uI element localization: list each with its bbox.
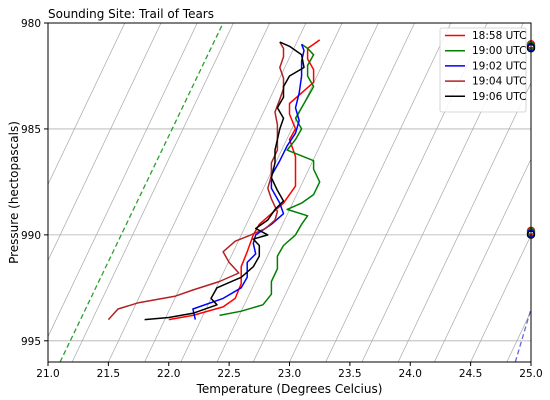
- x-tick-label: 22.5: [217, 368, 240, 380]
- legend-box: [439, 27, 527, 113]
- legend-label: 19:06 UTC: [472, 91, 526, 103]
- isotherm-line: [108, 23, 271, 362]
- x-tick-label: 24.5: [459, 368, 482, 380]
- x-tick-label: 21.0: [36, 368, 59, 380]
- isotherm-line: [48, 23, 162, 262]
- series-line: [192, 43, 305, 320]
- isotherm-line: [216, 23, 379, 362]
- reference-line: [514, 308, 531, 362]
- legend-label: 19:02 UTC: [472, 60, 526, 72]
- x-tick-label: 23.0: [278, 368, 301, 380]
- x-tick-label: 24.0: [399, 368, 422, 380]
- isotherm-line: [434, 158, 531, 362]
- legend-label: 19:04 UTC: [472, 76, 526, 88]
- legend-label: 19:00 UTC: [472, 45, 526, 57]
- series-line: [144, 41, 305, 321]
- isotherm-line: [252, 23, 415, 362]
- reference-line: [59, 23, 224, 362]
- isotherm-line: [71, 23, 234, 362]
- y-tick-label: 995: [21, 336, 41, 348]
- chart-title: Sounding Site: Trail of Tears: [48, 7, 214, 21]
- x-tick-label: 22.0: [157, 368, 180, 380]
- y-ticks: 980 985 990 995: [21, 18, 48, 348]
- series-line: [168, 39, 321, 321]
- legend: 18:58 UTC 19:00 UTC 19:02 UTC 19:04 UTC 19:0…: [439, 27, 527, 113]
- isotherm-line: [48, 23, 126, 186]
- series-line: [219, 43, 321, 317]
- x-tick-label: 23.5: [338, 368, 361, 380]
- x-tick-label: 21.5: [97, 368, 120, 380]
- isotherm-line: [144, 23, 307, 362]
- y-axis-label: Pressure (hectopascals): [7, 121, 21, 264]
- isotherm-line: [470, 234, 531, 362]
- series-lines: [107, 39, 321, 321]
- x-tick-label: 25.0: [519, 368, 542, 380]
- isotherm-line: [397, 82, 531, 362]
- isotherm-line: [48, 23, 198, 338]
- isotherm-line: [180, 23, 343, 362]
- y-tick-label: 990: [21, 230, 41, 242]
- legend-label: 18:58 UTC: [472, 30, 526, 42]
- reference-lines: [59, 23, 531, 362]
- x-ticks: 21.0 21.5 22.0 22.5 23.0 23.5 24.0 24.5 25.0: [36, 362, 543, 380]
- x-axis-label: Temperature (Degrees Celcius): [196, 382, 383, 396]
- isotherm-line: [289, 23, 452, 362]
- y-tick-label: 980: [21, 18, 41, 30]
- y-tick-label: 985: [21, 124, 41, 136]
